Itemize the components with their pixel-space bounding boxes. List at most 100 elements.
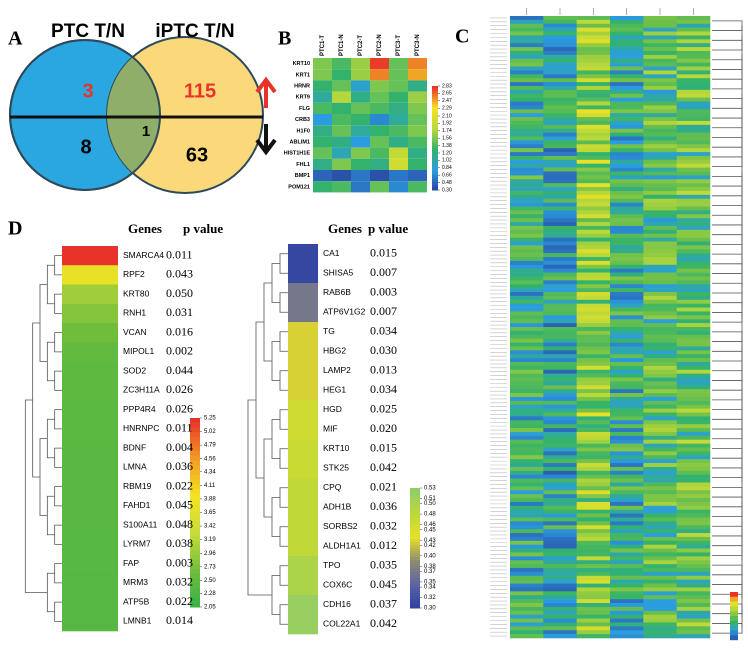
overview-cell xyxy=(676,439,711,444)
overview-cell xyxy=(610,315,644,320)
overview-cell xyxy=(676,280,711,285)
overview-cell xyxy=(510,299,544,304)
overview-cell xyxy=(676,420,711,425)
gene-label: BDNF xyxy=(123,442,146,452)
overview-cell xyxy=(610,381,644,386)
heatmap-cell xyxy=(288,380,318,401)
overview-cell xyxy=(510,385,544,390)
overview-cell xyxy=(676,175,711,180)
overview-cell xyxy=(543,253,577,258)
overview-cell xyxy=(510,393,544,398)
p-value: 0.011 xyxy=(166,421,193,435)
colorbar-step xyxy=(190,555,200,561)
overview-cell xyxy=(576,222,611,227)
gene-label: CPQ xyxy=(323,482,342,492)
colorbar-step xyxy=(190,493,200,499)
overview-cell xyxy=(676,253,711,258)
overview-cell xyxy=(676,354,711,359)
overview-cell xyxy=(610,70,644,75)
heatmap-cell xyxy=(332,80,351,92)
heatmap-cell xyxy=(351,158,370,170)
overview-cell xyxy=(610,101,644,106)
overview-cell xyxy=(643,354,677,359)
overview-cell xyxy=(610,595,644,600)
overview-cell xyxy=(676,128,711,133)
overview-cell xyxy=(610,62,644,67)
overview-cell xyxy=(543,175,577,180)
overview-cell xyxy=(543,229,577,234)
overview-cell xyxy=(510,447,544,452)
overview-cell xyxy=(610,393,644,398)
overview-cell xyxy=(510,478,544,483)
colorbar-step xyxy=(190,488,200,495)
colorbar-step xyxy=(410,563,420,567)
colorbar-step xyxy=(410,491,420,495)
dendrogram-branch xyxy=(712,156,743,168)
p-value: 0.034 xyxy=(370,324,397,338)
overview-cell xyxy=(510,408,544,413)
heatmap-cell xyxy=(332,102,351,114)
overview-cell xyxy=(510,587,544,592)
overview-cell xyxy=(510,233,544,238)
overview-cell xyxy=(676,338,711,343)
overview-cell xyxy=(510,50,544,56)
overview-cell xyxy=(643,311,677,316)
dendrogram-branch xyxy=(712,312,743,323)
overview-cell xyxy=(543,354,577,359)
overview-cell xyxy=(643,50,677,56)
overview-cell xyxy=(610,39,644,44)
heatmap-cell xyxy=(288,536,318,557)
overview-cell xyxy=(543,412,577,417)
colorbar-step xyxy=(432,119,438,123)
overview-cell xyxy=(643,288,677,293)
overview-cell xyxy=(510,614,544,619)
overview-cell xyxy=(510,346,544,351)
dendrogram-branch xyxy=(712,564,743,576)
overview-cell xyxy=(610,163,644,168)
overview-cell xyxy=(510,214,544,219)
overview-cell xyxy=(576,478,611,483)
overview-cell xyxy=(576,482,611,487)
colorbar-step xyxy=(190,573,200,580)
overview-cell xyxy=(610,587,644,592)
overview-cell xyxy=(643,264,677,269)
dendrogram-branch xyxy=(712,20,743,31)
overview-cell xyxy=(543,58,577,63)
p-value: 0.003 xyxy=(166,555,193,569)
colorbar-step xyxy=(410,506,420,510)
overview-cell xyxy=(543,202,577,207)
overview-cell xyxy=(610,486,644,491)
overview-cell xyxy=(510,198,544,203)
overview-cell xyxy=(643,498,677,503)
overview-cell xyxy=(543,171,577,176)
overview-cell xyxy=(643,222,677,227)
heatmap-cell xyxy=(332,114,351,126)
overview-cell xyxy=(643,447,677,452)
overview-cell xyxy=(510,443,544,448)
colorbar-label: 3.42 xyxy=(204,524,216,530)
overview-cell xyxy=(643,614,677,619)
overview-cell xyxy=(510,501,544,507)
overview-cell xyxy=(676,70,711,75)
overview-cell xyxy=(576,556,611,561)
colorbar-label: 0.43 xyxy=(424,538,436,544)
overview-cell xyxy=(576,128,611,133)
colorbar-label: 0.50 xyxy=(424,501,436,507)
column-label: PTC2-T xyxy=(358,35,364,56)
overview-cell xyxy=(576,206,611,211)
colorbar-step xyxy=(190,469,200,476)
overview-cell xyxy=(643,463,677,468)
overview-cell xyxy=(643,35,677,40)
colorbar-label: 4.56 xyxy=(204,456,216,462)
overview-cell xyxy=(510,498,544,503)
colorbar-label: 2.10 xyxy=(442,113,452,119)
overview-cell xyxy=(676,591,711,596)
overview-cell xyxy=(643,513,677,518)
heatmap-cell xyxy=(389,58,408,70)
overview-cell xyxy=(643,579,677,584)
overview-cell xyxy=(676,544,711,549)
overview-cell xyxy=(576,428,611,433)
overview-cell xyxy=(643,552,677,557)
heatmap-cell xyxy=(288,341,318,362)
overview-cell xyxy=(510,509,544,514)
